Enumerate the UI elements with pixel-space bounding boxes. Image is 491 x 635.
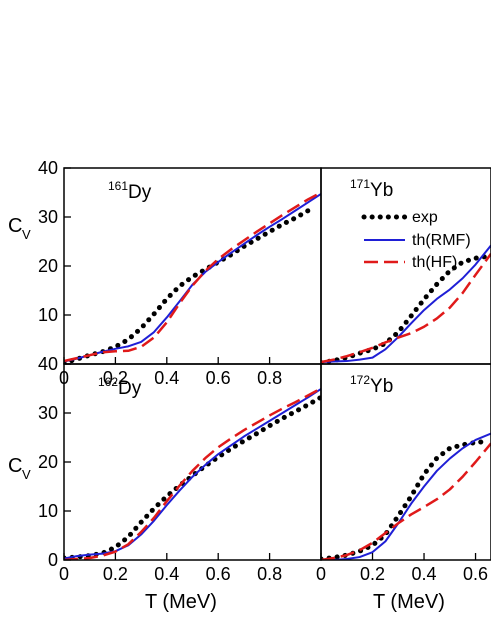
x-tick-label: 0.4 (154, 564, 179, 584)
y-tick-label: 0 (48, 550, 58, 570)
panel-frame (320, 363, 491, 561)
panel-label-162dy: 162Dy (98, 375, 142, 399)
series-th-hf (64, 191, 321, 363)
legend-label-exp: exp (412, 209, 438, 226)
series-exp (64, 208, 311, 364)
x-axis-label-right: T (MeV) (373, 591, 445, 613)
series-th-rmf (321, 244, 491, 364)
y-axis-label-main: C (8, 215, 22, 237)
y-tick-label: 30 (38, 207, 58, 227)
series-group (321, 432, 491, 560)
series-group (64, 387, 321, 560)
x-tick-label: 0.2 (103, 368, 128, 388)
legend: exp th(RMF) th(HF) (361, 209, 471, 271)
x-axis-label-left: T (MeV) (145, 591, 217, 613)
panel-bottom-left: 0 10 20 30 40 0 0.2 0.4 0.6 0.8 162Dy (38, 354, 322, 584)
panel-label-mass: 162 (98, 375, 118, 389)
legend-label-rmf: th(RMF) (412, 232, 471, 249)
panel-label-element: Dy (118, 378, 142, 399)
y-axis-label-bottom: C V (8, 455, 31, 482)
panel-label-171yb: 171Yb (350, 177, 393, 201)
panel-label-161dy: 161Dy (108, 179, 152, 203)
panel-bottom-right: 0 0.2 0.4 0.6 172Yb (316, 363, 491, 584)
y-tick-label: 10 (38, 501, 58, 521)
x-tick-label: 0.2 (360, 564, 385, 584)
panel-label-mass: 161 (108, 179, 128, 193)
series-group (64, 191, 321, 364)
panel-label-mass: 171 (350, 177, 370, 191)
series-th-hf (64, 387, 321, 560)
x-tick-label: 0.6 (206, 368, 231, 388)
x-tick-label: 0.8 (257, 564, 282, 584)
y-tick-label: 10 (38, 305, 58, 325)
x-tick-label: 0.4 (412, 564, 437, 584)
y-axis-label-sub: V (22, 227, 31, 242)
series-group (321, 244, 491, 364)
series-exp (321, 438, 491, 560)
y-tick-label: 40 (38, 158, 58, 178)
x-tick-label: 0.4 (154, 368, 179, 388)
y-tick-label: 40 (38, 354, 58, 374)
series-th-rmf (321, 432, 491, 560)
series-th-rmf (64, 388, 321, 560)
y-axis-label-main: C (8, 455, 22, 477)
panel-label-element: Yb (370, 180, 393, 201)
panel-frame (63, 167, 322, 365)
series-th-hf (321, 253, 491, 364)
panel-top-right: 171Yb (320, 167, 491, 365)
x-tick-label: 0.8 (257, 368, 282, 388)
legend-label-hf: th(HF) (412, 254, 457, 271)
series-exp (321, 253, 491, 364)
panel-label-mass: 172 (350, 373, 370, 387)
panel-label-172yb: 172Yb (350, 373, 393, 397)
x-tick-label: 0.2 (103, 564, 128, 584)
y-axis-label-sub: V (22, 467, 31, 482)
x-tick-label: 0.6 (206, 564, 231, 584)
panel-label-element: Yb (370, 376, 393, 397)
x-tick-label: 0 (59, 564, 69, 584)
panel-frame (63, 363, 322, 561)
series-exp (64, 394, 321, 560)
x-tick-label: 0 (316, 564, 326, 584)
x-tick-label: 0.6 (463, 564, 488, 584)
panel-label-element: Dy (128, 182, 152, 203)
y-tick-label: 20 (38, 452, 58, 472)
series-th-hf (321, 442, 491, 560)
y-axis-label-top: C V (8, 215, 31, 242)
y-tick-label: 20 (38, 256, 58, 276)
y-tick-label: 30 (38, 403, 58, 423)
series-th-rmf (64, 193, 321, 363)
